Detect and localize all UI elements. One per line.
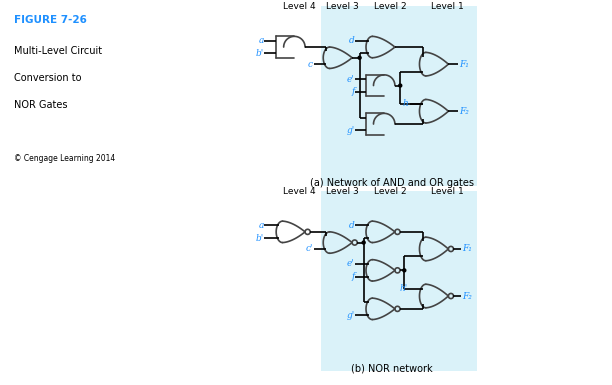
Text: b': b' xyxy=(256,49,264,58)
Bar xyxy=(364,191,417,371)
Bar xyxy=(321,7,364,186)
Text: © Cengage Learning 2014: © Cengage Learning 2014 xyxy=(13,154,115,163)
Circle shape xyxy=(399,84,401,87)
Text: (a) Network of AND and OR gates: (a) Network of AND and OR gates xyxy=(310,178,474,188)
Text: Level 1: Level 1 xyxy=(431,187,464,196)
Text: Level 1: Level 1 xyxy=(431,2,464,11)
Text: d: d xyxy=(349,221,355,230)
Text: f: f xyxy=(351,87,355,97)
Bar xyxy=(321,191,364,371)
Text: Level 2: Level 2 xyxy=(375,187,407,196)
Bar xyxy=(417,7,477,186)
Text: Level 4: Level 4 xyxy=(283,187,316,196)
Text: c: c xyxy=(308,60,313,69)
Text: e': e' xyxy=(347,75,355,84)
Text: Level 4: Level 4 xyxy=(283,2,316,11)
Text: Multi-Level Circuit: Multi-Level Circuit xyxy=(13,46,102,56)
Text: a: a xyxy=(258,36,264,45)
Text: e': e' xyxy=(347,259,355,268)
Text: Level 2: Level 2 xyxy=(375,2,407,11)
Text: F₁: F₁ xyxy=(459,60,469,69)
Text: NOR Gates: NOR Gates xyxy=(13,100,67,110)
Text: h': h' xyxy=(400,284,408,293)
Text: F₂: F₂ xyxy=(459,107,469,116)
Text: d: d xyxy=(349,36,355,45)
Text: g': g' xyxy=(346,126,355,135)
Text: f: f xyxy=(351,272,355,281)
Text: Level 3: Level 3 xyxy=(326,187,359,196)
Text: FIGURE 7-26: FIGURE 7-26 xyxy=(13,15,86,25)
Circle shape xyxy=(403,269,406,272)
Bar xyxy=(364,7,417,186)
Text: (b) NOR network: (b) NOR network xyxy=(351,363,433,373)
Text: b': b' xyxy=(256,234,264,243)
Text: Level 3: Level 3 xyxy=(326,2,359,11)
Text: F₁: F₁ xyxy=(462,244,472,253)
Circle shape xyxy=(358,56,361,59)
Circle shape xyxy=(362,241,365,244)
Bar xyxy=(417,191,477,371)
Text: c': c' xyxy=(305,244,313,253)
Text: g': g' xyxy=(346,311,355,320)
Text: a: a xyxy=(258,221,264,230)
Text: h: h xyxy=(403,99,408,108)
Text: Conversion to: Conversion to xyxy=(13,73,81,83)
Text: F₂: F₂ xyxy=(462,291,472,301)
